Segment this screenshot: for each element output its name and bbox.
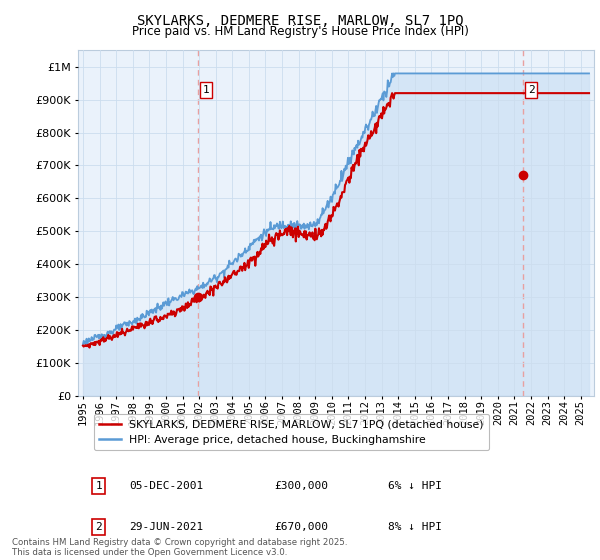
Text: 1: 1 [95, 481, 102, 491]
Text: 2: 2 [527, 85, 535, 95]
Text: 2: 2 [95, 522, 102, 532]
Text: £670,000: £670,000 [274, 522, 328, 532]
Text: £300,000: £300,000 [274, 481, 328, 491]
Text: 8% ↓ HPI: 8% ↓ HPI [388, 522, 442, 532]
Text: 05-DEC-2001: 05-DEC-2001 [130, 481, 204, 491]
Text: Price paid vs. HM Land Registry's House Price Index (HPI): Price paid vs. HM Land Registry's House … [131, 25, 469, 38]
Text: 29-JUN-2021: 29-JUN-2021 [130, 522, 204, 532]
Text: 6% ↓ HPI: 6% ↓ HPI [388, 481, 442, 491]
Text: SKYLARKS, DEDMERE RISE, MARLOW, SL7 1PQ: SKYLARKS, DEDMERE RISE, MARLOW, SL7 1PQ [137, 14, 463, 28]
Text: 1: 1 [203, 85, 209, 95]
Text: Contains HM Land Registry data © Crown copyright and database right 2025.
This d: Contains HM Land Registry data © Crown c… [12, 538, 347, 557]
Legend: SKYLARKS, DEDMERE RISE, MARLOW, SL7 1PQ (detached house), HPI: Average price, de: SKYLARKS, DEDMERE RISE, MARLOW, SL7 1PQ … [94, 414, 490, 450]
